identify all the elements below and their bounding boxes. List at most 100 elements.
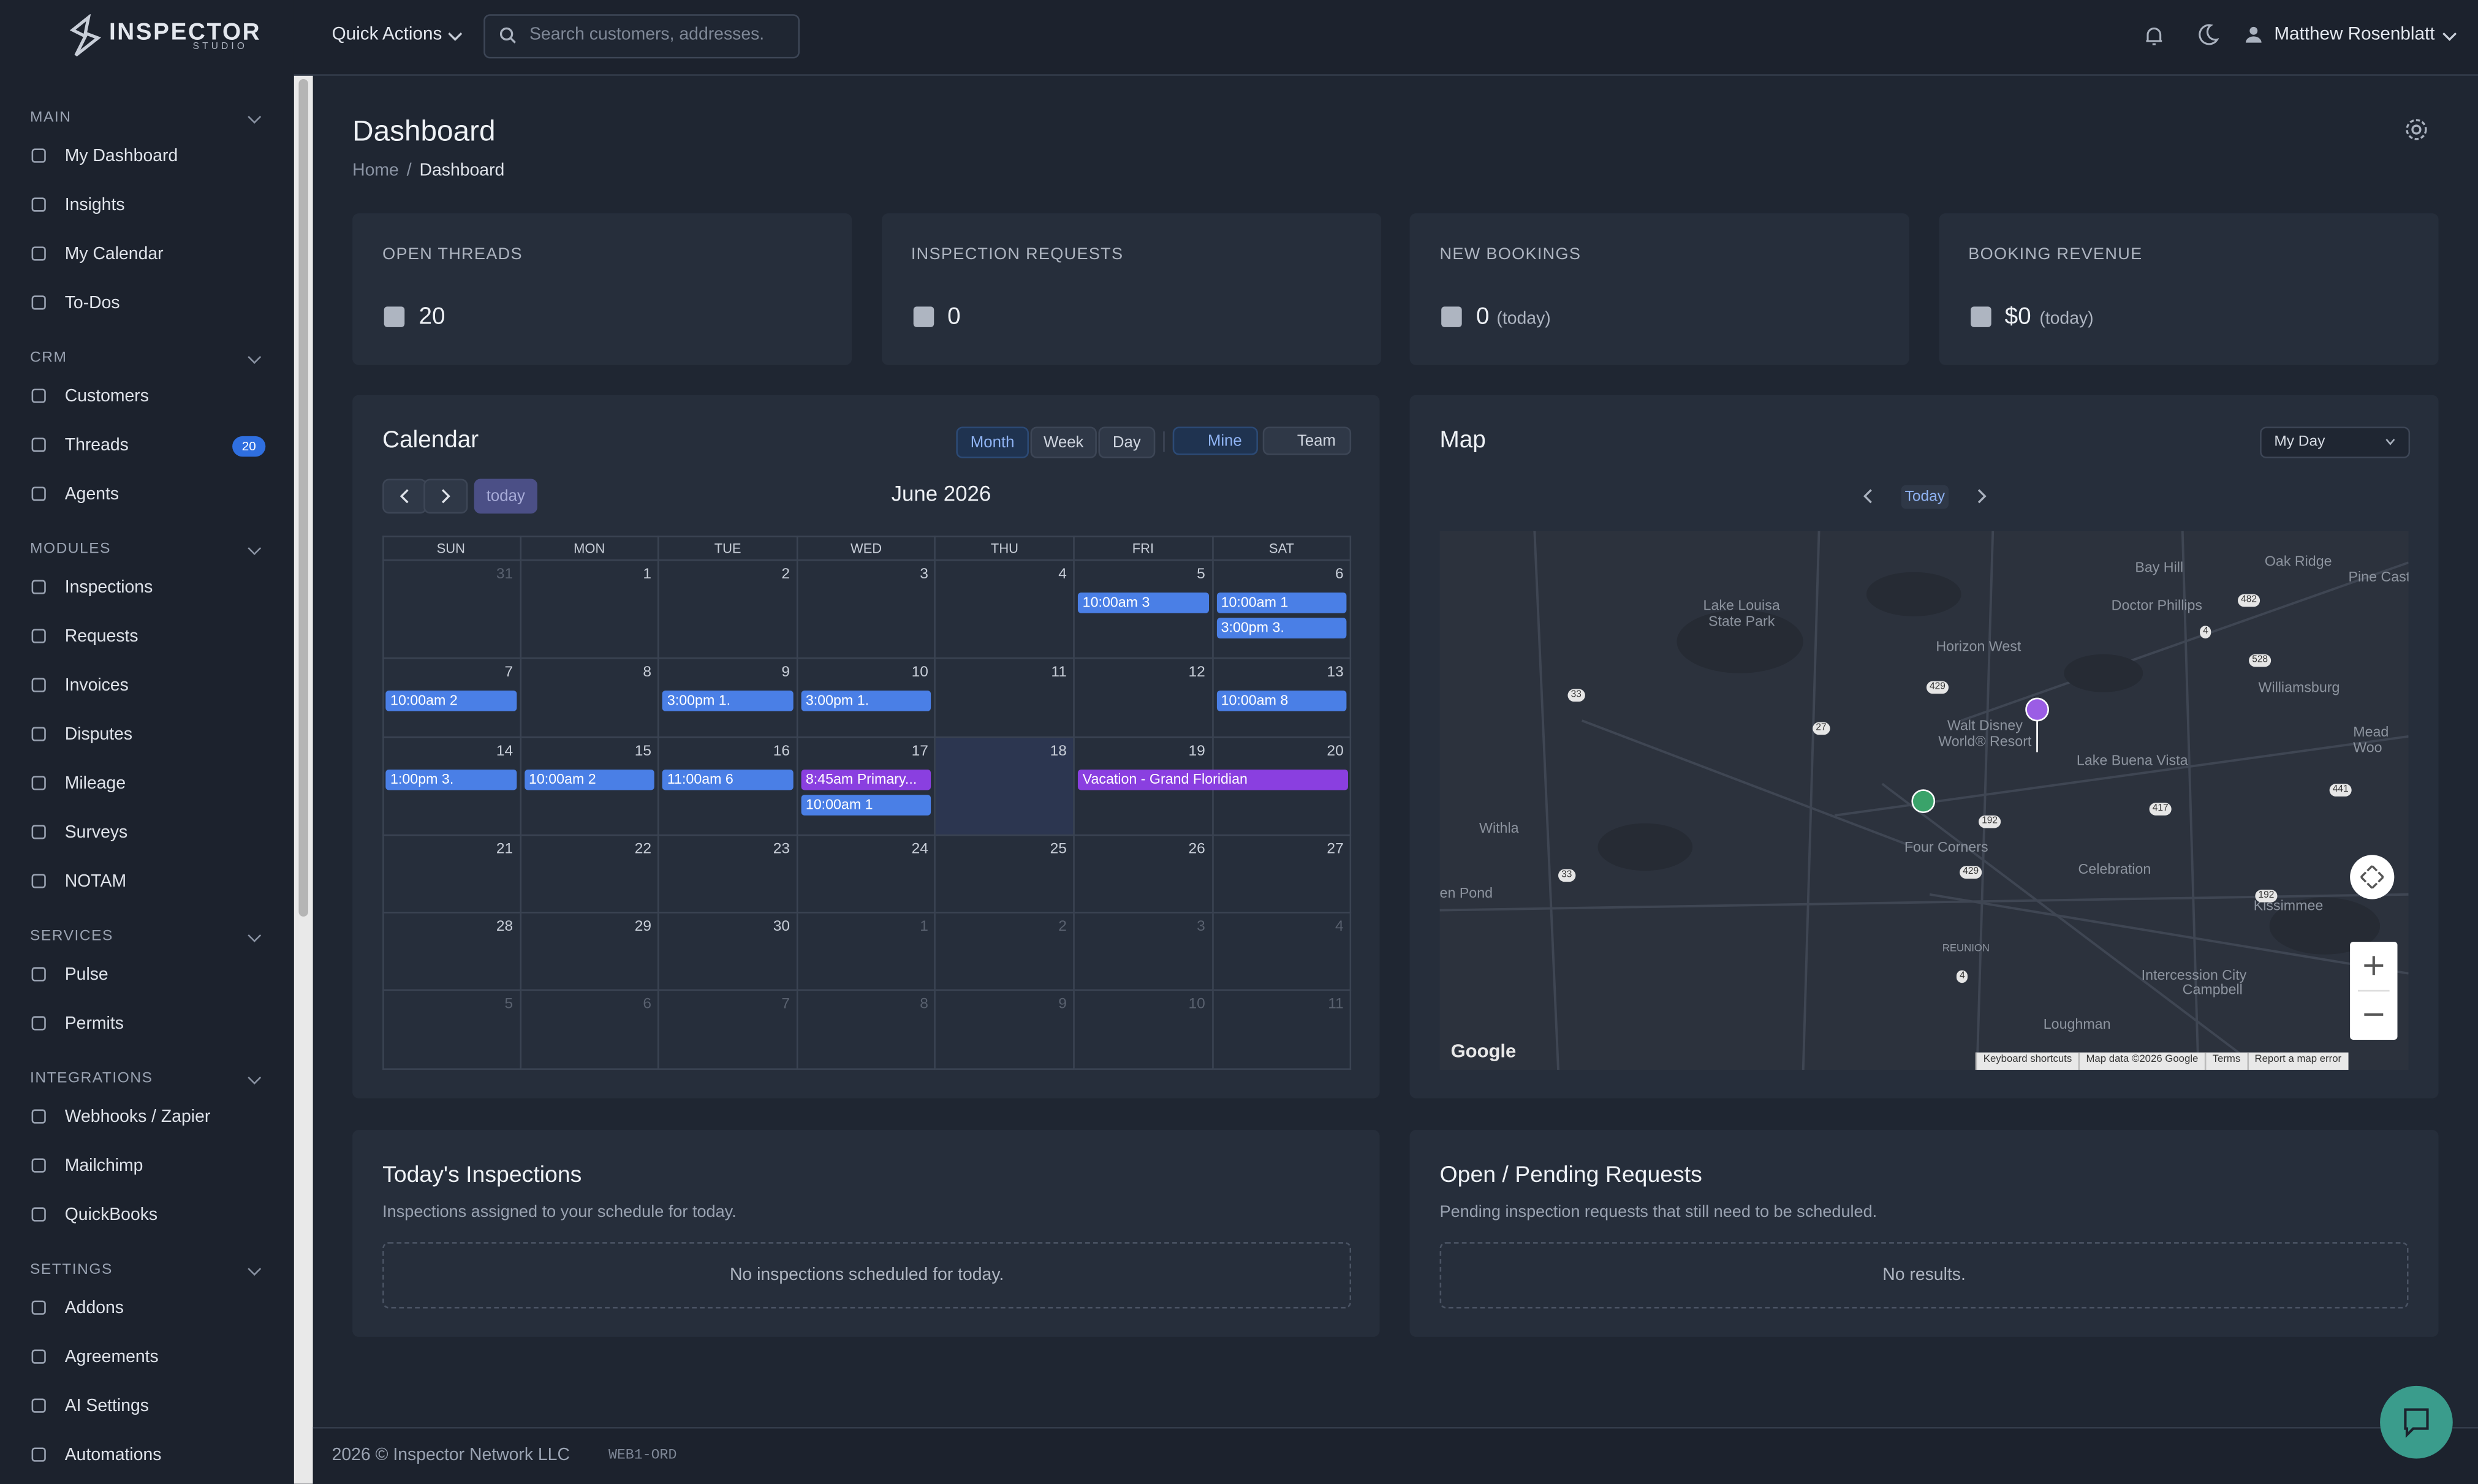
nav-item[interactable]: Inspections xyxy=(64,578,153,597)
day-cell[interactable]: 5 10:00am 3 xyxy=(1074,561,1213,659)
day-cell[interactable]: 22 xyxy=(521,836,659,914)
nav-item[interactable]: Insights xyxy=(64,195,125,215)
day-cell[interactable]: 13 10:00am 8 xyxy=(1213,659,1352,738)
chevron[interactable] xyxy=(248,110,262,124)
day-cell[interactable]: 7 10:00am 2 xyxy=(382,659,521,738)
zoom-control[interactable] xyxy=(2350,942,2398,1040)
nav-item[interactable]: My Calendar xyxy=(64,244,164,264)
attribution-link[interactable]: Report a map error xyxy=(2246,1052,2348,1070)
prev-button[interactable] xyxy=(382,479,427,514)
theme-icon[interactable] xyxy=(2197,24,2219,46)
nav-item[interactable]: Mileage xyxy=(64,774,126,793)
next-button[interactable] xyxy=(423,479,468,514)
day-cell[interactable]: 10 xyxy=(1074,991,1213,1070)
day-cell[interactable]: 4 xyxy=(936,561,1075,659)
calendar-event[interactable]: 3:00pm 1. xyxy=(662,691,794,711)
nav-item[interactable]: To-Dos xyxy=(64,293,120,313)
nav-item[interactable]: AI Settings xyxy=(64,1396,149,1416)
nav-item[interactable]: Mailchimp xyxy=(64,1156,143,1176)
view-button[interactable]: Day xyxy=(1098,426,1156,458)
calendar-event[interactable]: 8:45am Primary... xyxy=(801,770,932,790)
attribution-link[interactable]: Keyboard shortcuts xyxy=(1975,1052,2078,1070)
map-marker[interactable] xyxy=(1911,789,1936,813)
day-cell[interactable]: 11 xyxy=(936,659,1075,738)
attribution-link[interactable]: Terms xyxy=(2204,1052,2247,1070)
day-cell[interactable]: 1 xyxy=(521,561,659,659)
day-cell[interactable]: 1 xyxy=(797,913,936,991)
view-button[interactable]: Month xyxy=(956,426,1029,458)
day-cell[interactable]: 23 xyxy=(659,836,798,914)
filter-button[interactable]: Team xyxy=(1262,426,1352,455)
nav-item[interactable]: Addons xyxy=(64,1299,124,1318)
day-cell[interactable]: 26 xyxy=(1074,836,1213,914)
day-cell[interactable]: 15 10:00am 2 xyxy=(521,738,659,836)
day-cell[interactable]: 4 xyxy=(1213,913,1352,991)
day-cell[interactable]: 28 xyxy=(382,913,521,991)
nav-item[interactable]: Agreements xyxy=(64,1347,159,1367)
day-cell[interactable]: 12 xyxy=(1074,659,1213,738)
nav-item[interactable]: My Dashboard xyxy=(64,146,178,166)
chevron[interactable] xyxy=(248,1262,262,1276)
day-cell[interactable]: 16 11:00am 6 xyxy=(659,738,798,836)
nav-item[interactable]: Agents xyxy=(64,485,119,504)
calendar-event[interactable]: Vacation - Grand Floridian xyxy=(1077,770,1349,790)
chevron[interactable] xyxy=(248,542,262,555)
calendar-event[interactable]: 10:00am 1 xyxy=(1216,592,1347,613)
day-cell[interactable]: 9 xyxy=(936,991,1075,1070)
calendar-event[interactable]: 1:00pm 3. xyxy=(385,770,517,790)
day-cell[interactable]: 30 xyxy=(659,913,798,991)
view-button[interactable]: Week xyxy=(1030,426,1097,458)
nav-item[interactable]: Permits xyxy=(64,1014,124,1034)
chevron[interactable] xyxy=(248,928,262,942)
nav-item[interactable]: Webhooks / Zapier xyxy=(64,1107,211,1127)
calendar-event[interactable]: 10:00am 1 xyxy=(801,795,932,816)
nav-item[interactable]: Requests xyxy=(64,627,138,646)
day-cell[interactable]: 11 xyxy=(1213,991,1352,1070)
day-cell[interactable]: 18 xyxy=(936,738,1075,836)
calendar-event[interactable]: 11:00am 6 xyxy=(662,770,794,790)
day-cell[interactable]: 21 xyxy=(382,836,521,914)
nav-item[interactable]: Pulse xyxy=(64,965,108,985)
day-cell[interactable]: 10 3:00pm 1. xyxy=(797,659,936,738)
day-cell[interactable]: 7 xyxy=(659,991,798,1070)
day-cell[interactable]: 3 xyxy=(797,561,936,659)
day-cell[interactable]: 3 xyxy=(1074,913,1213,991)
calendar-event[interactable]: 10:00am 2 xyxy=(524,770,655,790)
day-cell[interactable]: 24 xyxy=(797,836,936,914)
settings-icon[interactable] xyxy=(2404,117,2429,142)
day-cell[interactable]: 14 1:00pm 3. xyxy=(382,738,521,836)
today-button[interactable]: today xyxy=(474,479,537,514)
nav-item[interactable]: Threads xyxy=(64,436,129,455)
day-cell[interactable]: 27 xyxy=(1213,836,1352,914)
day-cell[interactable]: 5 xyxy=(382,991,521,1070)
bell-icon[interactable] xyxy=(2143,25,2165,47)
day-cell[interactable]: 31 xyxy=(382,561,521,659)
calendar-event[interactable]: 3:00pm 1. xyxy=(801,691,932,711)
calendar-event[interactable]: 3:00pm 3. xyxy=(1216,618,1347,638)
day-cell[interactable]: 2 xyxy=(659,561,798,659)
filter-button[interactable]: Mine xyxy=(1172,426,1258,455)
nav-item[interactable]: QuickBooks xyxy=(64,1205,158,1225)
day-cell[interactable]: 2 xyxy=(936,913,1075,991)
day-cell[interactable]: 20 xyxy=(1213,738,1352,836)
nav-item[interactable]: Customers xyxy=(64,387,149,406)
day-cell[interactable]: 17 8:45am Primary... 10:00am 1 xyxy=(797,738,936,836)
map-pin[interactable] xyxy=(2025,697,2049,752)
day-cell[interactable]: 8 xyxy=(797,991,936,1070)
nav-item[interactable]: Disputes xyxy=(64,725,133,744)
day-cell[interactable]: 6 xyxy=(521,991,659,1070)
map[interactable]: Bay Hill Oak Ridge Pine Castl Doctor Philli… xyxy=(1439,531,2409,1070)
calendar-event[interactable]: 10:00am 2 xyxy=(385,691,517,711)
map-today[interactable]: Today xyxy=(1901,485,1949,509)
map-prev[interactable] xyxy=(1862,488,1874,504)
search-box[interactable]: Search customers, addresses. xyxy=(483,14,800,59)
calendar-event[interactable]: 10:00am 3 xyxy=(1077,592,1208,613)
attribution-link[interactable]: Map data ©2026 Google xyxy=(2078,1052,2205,1070)
nav-item[interactable]: NOTAM xyxy=(64,872,127,892)
chevron[interactable] xyxy=(248,350,262,364)
breadcrumb-link[interactable]: Home xyxy=(352,161,399,181)
day-cell[interactable]: 25 xyxy=(936,836,1075,914)
day-cell[interactable]: 19 Vacation - Grand Floridian xyxy=(1074,738,1349,836)
chevron[interactable] xyxy=(248,1071,262,1085)
quick-actions[interactable]: Quick Actions xyxy=(332,25,442,45)
